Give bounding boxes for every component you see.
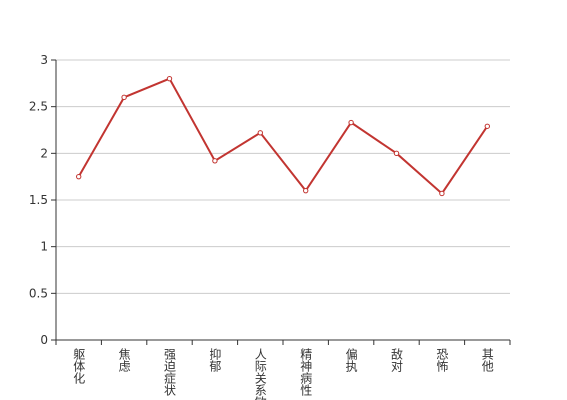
point [76, 173, 82, 180]
point [212, 158, 218, 164]
x-tick-label: 人际关系敏感 [253, 348, 267, 400]
line [77, 77, 489, 195]
x-tick-label: 偏执 [344, 347, 358, 373]
point [348, 119, 354, 126]
point [439, 190, 445, 197]
point [303, 187, 309, 194]
point [393, 150, 400, 157]
y-tick-label: 3 [40, 53, 48, 67]
x-tick-label: 其他 [480, 348, 494, 372]
x-tick-label: 强迫症状 [163, 348, 177, 396]
x-tick-label: 恐怖 [435, 348, 449, 372]
y-tick-label: 0.5 [29, 286, 48, 300]
x-tick-label: 焦虑 [117, 348, 131, 372]
x-tick-label: 敌对 [390, 347, 404, 372]
y-tick-label: 0 [40, 333, 48, 347]
point [166, 75, 173, 82]
y-tick-label: 2.5 [29, 100, 48, 114]
x-tick-label: 精神病性 [299, 348, 313, 397]
y-tick-label: 1.5 [29, 193, 48, 207]
x-tick-label: 抑郁 [208, 347, 222, 373]
point [257, 130, 263, 136]
y-tick-label: 1 [40, 240, 48, 254]
y-tick-label: 2 [40, 146, 48, 160]
point [121, 94, 127, 101]
point [484, 123, 490, 129]
x-tick-label: 躯体化 [72, 347, 86, 385]
